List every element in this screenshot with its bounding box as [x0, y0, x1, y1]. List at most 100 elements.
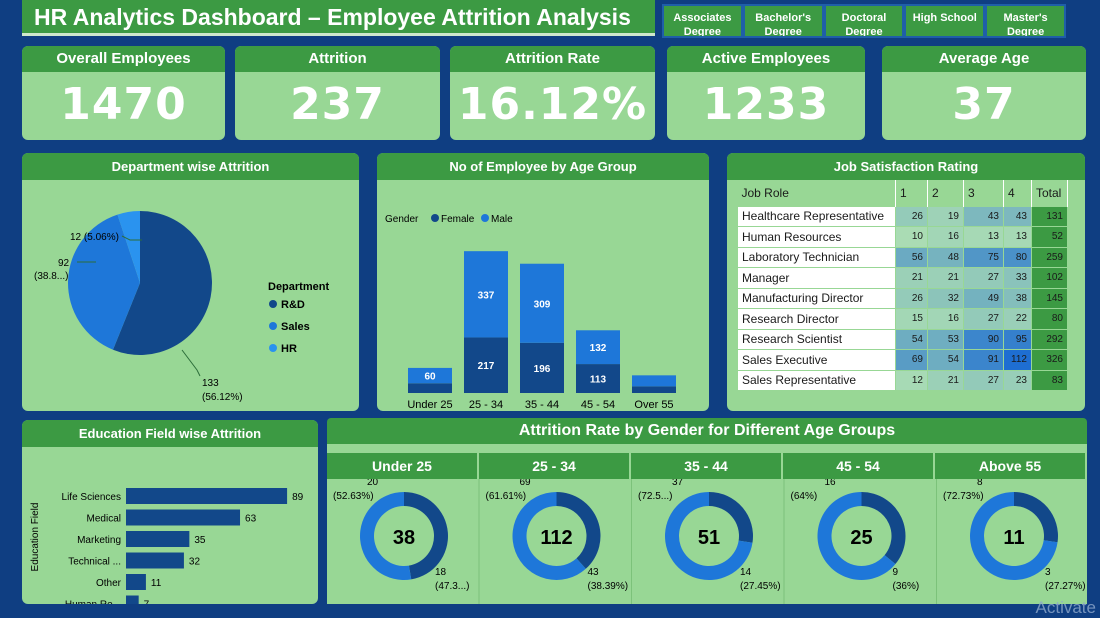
- education-bar-chart: Education Field Life Sciences 89 Medical 63 M…: [30, 488, 304, 605]
- slicer-item-high-school[interactable]: High School: [906, 6, 984, 36]
- bar-male: [520, 263, 564, 343]
- panel-title: Education Field wise Attrition: [22, 420, 318, 447]
- legend-marker: [269, 344, 277, 352]
- total-cell: 80: [1031, 308, 1068, 330]
- data-label: 196: [534, 364, 551, 375]
- kpi-label: Attrition: [235, 46, 440, 72]
- rating-cell: 43: [963, 205, 1004, 227]
- rating-cell: 26: [895, 287, 928, 309]
- donut-label-female: 3: [1045, 567, 1051, 578]
- y-tick-label: Human Re...: [65, 600, 121, 605]
- donut-label-female-pct: (38.39%): [588, 581, 629, 592]
- edu-bar: [126, 531, 190, 547]
- donut-label-male: 16: [825, 479, 837, 488]
- donut-label-female-pct: (27.45%): [740, 581, 781, 592]
- header-rating-3[interactable]: 3: [963, 180, 1004, 206]
- gender-donut-charts: 3820(52.63%)18(47.3...)11269(61.61%)43(3…: [333, 477, 1086, 604]
- total-cell: 292: [1031, 328, 1068, 350]
- rating-cell: 95: [1003, 328, 1032, 350]
- legend-title: Gender: [385, 214, 419, 225]
- donut-hole: [375, 507, 433, 565]
- rating-cell: 69: [895, 349, 928, 371]
- rating-cell: 27: [963, 369, 1004, 391]
- gender-attrition-panel: Under 25 25 - 34 35 - 44 45 - 54 Above 5…: [327, 444, 1087, 604]
- pie-slice-sales: [68, 214, 140, 350]
- rating-cell: 91: [963, 349, 1004, 371]
- donut-label-female: 9: [893, 567, 899, 578]
- slicer-item-bachelors[interactable]: Bachelor's Degree: [744, 6, 822, 36]
- header-rating-2[interactable]: 2: [927, 180, 964, 206]
- rating-cell: 19: [927, 205, 964, 227]
- donut-center-value: 11: [1003, 527, 1024, 549]
- data-label: 63: [245, 514, 257, 525]
- y-tick-label: Medical: [87, 514, 121, 525]
- pie-slice-rd: [112, 211, 213, 355]
- kpi-overall-employees: Overall Employees 1470: [22, 46, 225, 140]
- rating-cell: 80: [1003, 246, 1032, 268]
- slicer-item-doctoral[interactable]: Doctoral Degree: [825, 6, 903, 36]
- bar-female: [576, 364, 620, 393]
- activate-watermark: Activate: [1035, 598, 1096, 617]
- table-row: Manufacturing Director 26 32 49 38 145: [737, 287, 1068, 309]
- bar-male: [464, 251, 508, 338]
- job-role-cell: Manager: [737, 267, 896, 289]
- x-tick-label: 35 - 44: [525, 399, 559, 411]
- donut-label-male: 8: [977, 479, 983, 488]
- donut-label-male-pct: (72.73%): [943, 491, 984, 502]
- data-label: 113: [590, 375, 607, 386]
- rating-cell: 21: [927, 369, 964, 391]
- total-cell: 102: [1031, 267, 1068, 289]
- header-job-role[interactable]: Job Role: [737, 180, 896, 206]
- page-title: HR Analytics Dashboard – Employee Attrit…: [22, 0, 655, 36]
- total-cell: 326: [1031, 349, 1068, 371]
- kpi-value: 37: [952, 79, 1016, 130]
- header-rating-1[interactable]: 1: [895, 180, 928, 206]
- donut-label-male: 69: [520, 479, 532, 488]
- slicer-item-associates[interactable]: Associates Degree: [664, 6, 741, 36]
- edu-bar: [126, 574, 146, 590]
- pie-label-value: 92: [58, 258, 70, 269]
- y-tick-label: Marketing: [77, 535, 121, 546]
- donut-slice-female: [861, 492, 906, 565]
- job-role-cell: Research Scientist: [737, 328, 896, 350]
- pie-label-value: 12 (5.06%): [70, 232, 119, 243]
- edu-bar: [126, 488, 288, 504]
- job-role-cell: Research Director: [737, 308, 896, 330]
- slicer-item-masters[interactable]: Master's Degree: [987, 6, 1064, 36]
- job-role-cell: Human Resources: [737, 226, 896, 248]
- legend-marker: [481, 214, 489, 222]
- legend-label: Male: [491, 214, 513, 225]
- donut-slice-female: [1014, 492, 1058, 543]
- kpi-value: 1233: [702, 79, 830, 130]
- rating-cell: 43: [1003, 205, 1032, 227]
- donut-label-female: 18: [435, 567, 447, 578]
- data-label: 60: [424, 372, 436, 383]
- kpi-attrition: Attrition 237: [235, 46, 440, 140]
- header-rating-4[interactable]: 4: [1003, 180, 1032, 206]
- header-total[interactable]: Total: [1031, 180, 1068, 206]
- kpi-attrition-rate: Attrition Rate 16.12%: [450, 46, 655, 140]
- panel-title: Job Satisfaction Rating: [727, 153, 1085, 180]
- kpi-average-age: Average Age 37: [882, 46, 1086, 140]
- rating-cell: 53: [927, 328, 964, 350]
- total-cell: 145: [1031, 287, 1068, 309]
- panel-title: Department wise Attrition: [22, 153, 359, 180]
- total-cell: 52: [1031, 226, 1068, 248]
- age-bar-chart: Gender Female Male 60 Under 25 217 337 25 - 34 1…: [385, 214, 676, 411]
- rating-cell: 15: [895, 308, 928, 330]
- legend-marker: [431, 214, 439, 222]
- y-axis-label: Education Field: [30, 503, 41, 572]
- rating-cell: 16: [927, 308, 964, 330]
- donut-slice-male: [969, 492, 1058, 580]
- rating-cell: 10: [895, 226, 928, 248]
- rating-cell: 27: [963, 267, 1004, 289]
- table-row: Sales Representative 12 21 27 23 83: [737, 369, 1068, 391]
- donut-label-male-pct: (72.5...): [638, 491, 672, 502]
- age-tab-under-25: Under 25: [327, 453, 479, 479]
- bar-male: [632, 375, 676, 387]
- data-label: 35: [194, 535, 206, 546]
- age-tab-45-54: 45 - 54: [783, 453, 935, 479]
- kpi-label: Average Age: [882, 46, 1086, 72]
- bar-male: [576, 330, 620, 365]
- dept-attrition-panel: Department wise Attrition 133 (56.12%) 92 (…: [22, 153, 359, 411]
